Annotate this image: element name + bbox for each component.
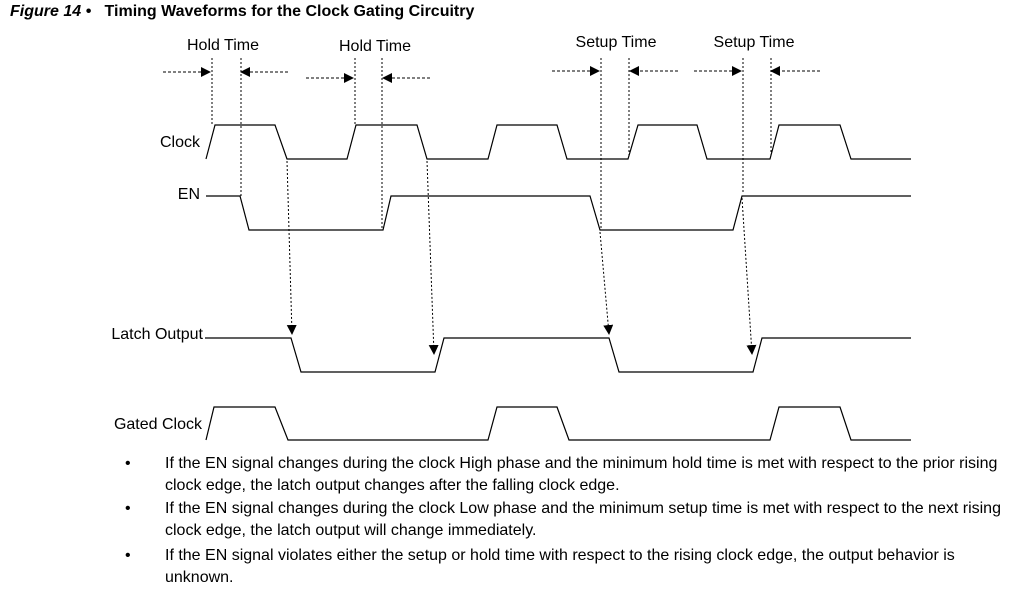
clock-label: Clock	[160, 134, 201, 151]
hold-time-label-2: Hold Time	[339, 38, 411, 55]
bullet-3: •	[125, 547, 131, 564]
gated-clock-label: Gated Clock	[114, 416, 203, 433]
figure-title: Figure 14 • Timing Waveforms for the Clo…	[10, 3, 474, 21]
bullet-2: •	[125, 500, 131, 517]
hold-time-label-1: Hold Time	[187, 37, 259, 54]
note-item-3: • If the EN signal violates either the s…	[125, 545, 1005, 589]
clock-waveform	[205, 124, 911, 160]
figure-number: Figure 14 •	[10, 3, 92, 20]
timing-diagram: Hold Time Hold Time Setup Time Setup Tim…	[111, 34, 911, 441]
bullet-1: •	[125, 455, 131, 472]
gated-clock-waveform	[205, 406, 911, 441]
note-item-1: • If the EN signal changes during the cl…	[125, 453, 1005, 497]
setup-time-label-1: Setup Time	[576, 34, 657, 51]
note-item-2: • If the EN signal changes during the cl…	[125, 498, 1005, 542]
note-text-1: If the EN signal changes during the cloc…	[165, 455, 998, 494]
causality-arrows	[286, 160, 757, 355]
note-text-3: If the EN signal violates either the set…	[165, 547, 955, 586]
setup-time-label-2: Setup Time	[714, 34, 795, 51]
latch-output-label: Latch Output	[111, 326, 203, 343]
note-text-2: If the EN signal changes during the cloc…	[165, 500, 1001, 539]
reference-guides	[211, 58, 772, 228]
en-waveform	[206, 195, 911, 231]
figure-caption: Timing Waveforms for the Clock Gating Ci…	[104, 3, 475, 20]
latch-output-waveform	[205, 337, 911, 373]
en-label: EN	[178, 186, 200, 203]
